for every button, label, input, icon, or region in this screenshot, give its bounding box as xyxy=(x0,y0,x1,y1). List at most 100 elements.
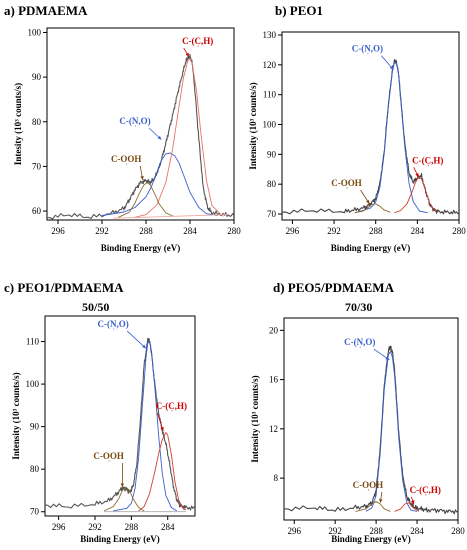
y-tick-label: 120 xyxy=(263,60,277,70)
x-tick-label: 288 xyxy=(369,226,383,236)
annotation-arrowhead xyxy=(185,52,189,57)
x-tick-label: 292 xyxy=(95,226,109,236)
y-tick-label: 80 xyxy=(30,464,40,474)
x-tick-label: 288 xyxy=(369,526,383,536)
annotation-arrowhead xyxy=(160,426,164,431)
x-tick-label: 288 xyxy=(139,226,153,236)
panel-title: d) PEO5/PDMAEMA xyxy=(273,280,395,295)
annotation-arrowhead xyxy=(389,65,394,70)
x-tick-label: 292 xyxy=(88,522,102,532)
panel-title: b) PEO1 xyxy=(275,3,323,18)
y-tick-label: 110 xyxy=(263,90,277,100)
peak-annotation-label: C-(C,H) xyxy=(156,401,187,411)
x-tick-label: 280 xyxy=(451,526,465,536)
y-tick-label: 70 xyxy=(32,161,42,171)
y-axis-label: Intensity (10³ counts/s) xyxy=(250,375,260,462)
y-tick-label: 80 xyxy=(32,117,42,127)
annotation-arrowhead xyxy=(120,483,125,488)
x-axis-label: Binding Energy (eV) xyxy=(331,243,411,253)
panel-title: c) PEO1/PDMAEMA xyxy=(4,280,124,295)
x-axis-label: Binding Energy (eV) xyxy=(331,534,411,544)
panel-subtitle: 50/50 xyxy=(82,300,109,314)
x-axis-label: Binding Energy (eV) xyxy=(80,534,160,544)
peak-annotation-label: C-OOH xyxy=(353,480,384,490)
series-envelope-line xyxy=(47,53,234,220)
series-component-line xyxy=(138,432,187,512)
plot-frame xyxy=(283,317,459,521)
x-tick-label: 284 xyxy=(410,526,424,536)
series-component-line xyxy=(394,502,420,512)
series-group xyxy=(284,345,458,515)
series-envelope-line xyxy=(45,337,195,511)
annotation-arrowhead xyxy=(157,135,162,140)
y-tick-label: 70 xyxy=(30,507,40,517)
annotation-arrowhead xyxy=(385,356,390,360)
x-tick-label: 280 xyxy=(227,226,241,236)
peak-annotation-label: C-(C,H) xyxy=(412,155,443,165)
x-tick-label: 284 xyxy=(183,226,197,236)
y-tick-label: 110 xyxy=(26,337,40,347)
series-component-line xyxy=(113,341,178,512)
annotation-arrowhead xyxy=(415,173,419,178)
peak-annotation-label: C-(N,O) xyxy=(352,44,383,54)
annotation-arrow xyxy=(126,330,147,349)
series-baseline-line xyxy=(112,214,229,219)
peak-annotation-label: C-(C,H) xyxy=(410,485,441,495)
series-component-line xyxy=(355,501,391,512)
x-tick-label: 292 xyxy=(328,526,342,536)
x-tick-label: 292 xyxy=(327,226,341,236)
series-group xyxy=(45,337,195,513)
x-tick-label: 296 xyxy=(287,526,301,536)
series-component-line xyxy=(134,57,224,218)
peak-annotation-label: C-OOH xyxy=(111,154,142,164)
y-tick-label: 12 xyxy=(269,424,278,434)
chart-panel-b: b) PEO1 296 292 288 284 280 70 80 90 100 110 120 130… xyxy=(248,3,466,253)
y-axis-label: Intensity (10³ counts/s) xyxy=(11,372,21,459)
chart-panel-c: c) PEO1/PDMAEMA 50/50 296 292 288 284 70 80 90 10… xyxy=(4,280,196,544)
series-group xyxy=(282,58,459,215)
series-envelope-line xyxy=(282,58,459,215)
y-tick-label: 8 xyxy=(274,473,279,483)
series-component-line xyxy=(354,61,428,214)
series-component-line xyxy=(103,486,145,512)
x-tick-label: 284 xyxy=(161,522,175,532)
series-envelope-line xyxy=(284,345,458,515)
peak-annotation-label: C-OOH xyxy=(331,178,362,188)
y-tick-label: 90 xyxy=(267,149,277,159)
plot-frame xyxy=(44,315,196,517)
x-tick-label: 296 xyxy=(51,226,65,236)
chart-panel-a: a) PDMAEMA 296 292 288 284 280 60 70 80 90 100 Bind… xyxy=(4,3,241,253)
plot-frame xyxy=(46,27,235,221)
panel-title: a) PDMAEMA xyxy=(4,3,88,18)
peak-annotation-label: C-(C,H) xyxy=(182,36,213,46)
peak-annotation-label: C-OOH xyxy=(93,451,124,461)
y-tick-label: 80 xyxy=(267,179,277,189)
annotation-arrowhead xyxy=(366,199,370,204)
x-tick-label: 280 xyxy=(452,226,466,236)
y-tick-label: 130 xyxy=(263,30,277,40)
y-tick-label: 60 xyxy=(32,206,42,216)
plot-frame xyxy=(281,31,460,221)
x-tick-label: 296 xyxy=(286,226,300,236)
y-tick-label: 90 xyxy=(30,422,40,432)
y-tick-label: 16 xyxy=(269,375,279,385)
y-axis-label: Intesity (10³ counts/s) xyxy=(13,83,23,165)
annotation-arrowhead xyxy=(379,498,383,503)
series-component-line xyxy=(101,152,218,216)
series-component-line xyxy=(354,203,391,214)
peak-annotation-label: C-(N,O) xyxy=(119,116,150,126)
series-component-line xyxy=(365,350,418,512)
x-tick-label: 288 xyxy=(125,522,139,532)
chart-panel-d: d) PEO5/PDMAEMA 70/30 296 292 288 284 280 8 12 16… xyxy=(250,280,465,544)
y-tick-label: 20 xyxy=(269,325,279,335)
peak-annotation-label: C-(N,O) xyxy=(344,337,375,347)
x-axis-label: Binding Energy (eV) xyxy=(101,243,181,253)
y-tick-label: 90 xyxy=(32,72,42,82)
y-axis-label: Intensity (10³ counts/s) xyxy=(248,82,258,169)
y-tick-label: 100 xyxy=(26,379,40,389)
series-group xyxy=(47,53,234,220)
y-tick-label: 100 xyxy=(28,27,42,37)
peak-annotation-label: C-(N,O) xyxy=(98,319,129,329)
annotation-arrowhead xyxy=(142,344,146,349)
